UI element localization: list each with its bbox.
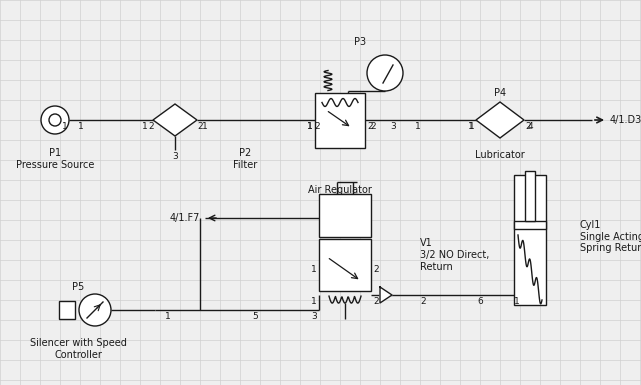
Text: 2: 2 — [373, 264, 379, 273]
Polygon shape — [476, 102, 524, 138]
Text: 2: 2 — [197, 122, 203, 131]
Text: 2: 2 — [370, 122, 376, 131]
Text: 1: 1 — [514, 297, 520, 306]
Text: 2: 2 — [367, 122, 372, 131]
Text: P3: P3 — [354, 37, 366, 47]
Text: 1: 1 — [469, 122, 475, 131]
Circle shape — [367, 55, 403, 91]
Circle shape — [79, 294, 111, 326]
Bar — [315, 92, 365, 147]
Text: 1: 1 — [165, 312, 171, 321]
Text: 1: 1 — [307, 122, 313, 131]
Text: 4/1.F7: 4/1.F7 — [170, 213, 200, 223]
Bar — [319, 194, 371, 236]
Bar — [525, 171, 535, 221]
Text: 6: 6 — [477, 297, 483, 306]
Text: 1: 1 — [312, 297, 317, 306]
Bar — [59, 301, 75, 319]
Bar — [319, 239, 371, 291]
Text: 1: 1 — [468, 122, 474, 131]
Text: 1: 1 — [202, 122, 208, 131]
Text: 1: 1 — [142, 122, 148, 131]
Text: 2: 2 — [148, 122, 154, 131]
Circle shape — [41, 106, 69, 134]
Text: P2
Filter: P2 Filter — [233, 148, 257, 170]
Text: 5: 5 — [252, 312, 258, 321]
Bar — [514, 175, 546, 305]
Text: 2: 2 — [525, 122, 531, 131]
Text: 3: 3 — [172, 152, 178, 161]
Circle shape — [49, 114, 61, 126]
Text: 1: 1 — [312, 264, 317, 273]
Text: Silencer with Speed
Controller: Silencer with Speed Controller — [29, 338, 126, 360]
Text: 4: 4 — [528, 122, 533, 131]
Polygon shape — [153, 104, 197, 136]
Text: P5: P5 — [72, 282, 84, 292]
Text: Cyl1
Single Acting
Spring Return: Cyl1 Single Acting Spring Return — [580, 220, 641, 253]
Text: P4: P4 — [494, 88, 506, 98]
Text: V1
3/2 NO Direct,
Return: V1 3/2 NO Direct, Return — [420, 238, 489, 271]
Text: 1: 1 — [62, 122, 68, 131]
Bar — [514, 221, 546, 229]
Text: 3: 3 — [390, 122, 395, 131]
Text: 2: 2 — [314, 122, 320, 131]
Text: 2: 2 — [373, 297, 379, 306]
Text: P1
Pressure Source: P1 Pressure Source — [16, 148, 94, 170]
Text: Air Regulator: Air Regulator — [308, 185, 372, 195]
Text: Lubricator: Lubricator — [475, 150, 525, 160]
Text: 1: 1 — [78, 122, 84, 131]
Text: 1: 1 — [415, 122, 420, 131]
Text: 4/1.D3: 4/1.D3 — [610, 115, 641, 125]
Text: 1: 1 — [307, 122, 313, 131]
Polygon shape — [380, 287, 392, 303]
Text: 3: 3 — [312, 312, 317, 321]
Text: 2: 2 — [420, 297, 426, 306]
